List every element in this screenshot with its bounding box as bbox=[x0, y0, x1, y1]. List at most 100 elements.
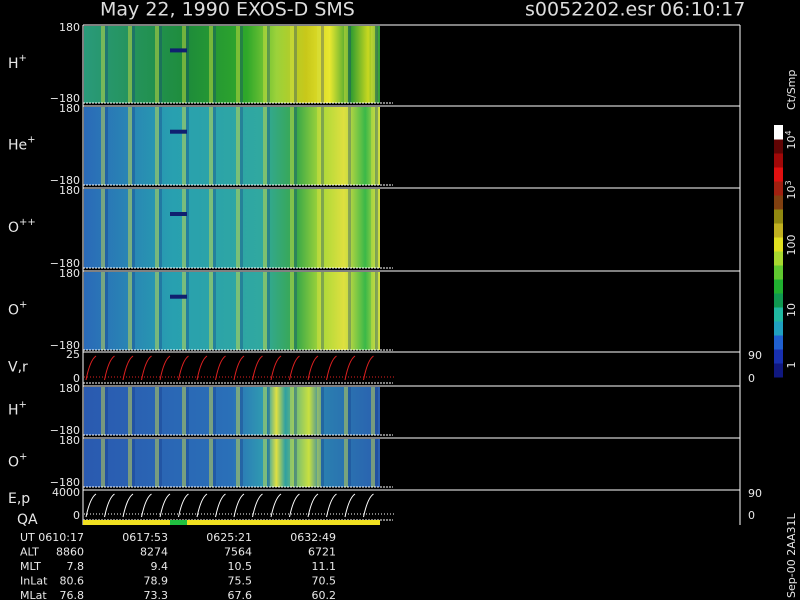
colorbar-label-base: 10 bbox=[785, 186, 798, 200]
footer-value: 70.5 bbox=[312, 575, 337, 588]
panels: 180−180H+180−180He+180−180O++180−180O+25… bbox=[8, 21, 762, 525]
spectrogram-texture bbox=[84, 26, 380, 103]
right-bottom-label: 0 bbox=[748, 372, 755, 385]
footer-value: 7.8 bbox=[67, 560, 85, 573]
colorbar-cell bbox=[774, 293, 783, 308]
axis-top-label: 4000 bbox=[52, 486, 80, 499]
axis-top-label: 180 bbox=[59, 267, 80, 280]
axis-bottom-label: −180 bbox=[50, 424, 80, 437]
right-bottom-label: 0 bbox=[748, 509, 755, 522]
colorbar-cell bbox=[774, 363, 783, 378]
panel-label-base: E,p bbox=[8, 491, 30, 507]
colorbar-cell bbox=[774, 349, 783, 364]
gap bbox=[170, 294, 187, 299]
title: May 22, 1990 EXOS-D SMS bbox=[100, 0, 355, 21]
colorbar-cell bbox=[774, 307, 783, 322]
axis-top-label: 180 bbox=[59, 382, 80, 395]
axis-bottom-label: −180 bbox=[50, 174, 80, 187]
axis-bottom-label: −180 bbox=[50, 257, 80, 270]
footer-value: 8860 bbox=[56, 546, 84, 559]
trace bbox=[85, 493, 374, 518]
panel-label-base: O bbox=[8, 455, 19, 471]
axis-top-label: 180 bbox=[59, 102, 80, 115]
panel-label: H+ bbox=[8, 53, 27, 72]
footer-value: 0632:49 bbox=[290, 531, 336, 544]
colorbar-cell bbox=[774, 223, 783, 238]
colorbar-cell bbox=[774, 209, 783, 224]
colorbar-label: 104 bbox=[784, 130, 799, 149]
footer-value: 60.2 bbox=[312, 589, 337, 600]
colorbar-cell bbox=[774, 125, 783, 140]
spectrogram-texture bbox=[84, 107, 380, 185]
footer-label: UT bbox=[20, 531, 35, 544]
colorbar-cell bbox=[774, 195, 783, 210]
footer-label: MLat bbox=[20, 589, 47, 600]
axis-top-label: 180 bbox=[59, 184, 80, 197]
colorbar-label: 100 bbox=[785, 235, 798, 256]
colorbar-label-exp: 4 bbox=[784, 130, 793, 135]
qa-bar bbox=[83, 520, 380, 525]
axis-bottom-label: 0 bbox=[73, 372, 80, 385]
colorbar-cell bbox=[774, 251, 783, 266]
footer-value: 0617:53 bbox=[122, 531, 168, 544]
colorbar-label-base: 10 bbox=[785, 303, 798, 317]
colorbar-label-base: 1 bbox=[785, 362, 798, 369]
footer-value: 67.6 bbox=[228, 589, 253, 600]
time: 06:10:17 bbox=[660, 0, 745, 21]
qa-bar-flag bbox=[170, 520, 187, 525]
colorbar-cell bbox=[774, 265, 783, 280]
colorbar-cell bbox=[774, 237, 783, 252]
footer-value: 11.1 bbox=[312, 560, 337, 573]
colorbar-cell bbox=[774, 279, 783, 294]
panel-label-sup: + bbox=[19, 300, 27, 311]
panel-label-base: O bbox=[8, 220, 19, 236]
colorbar-label: 103 bbox=[784, 180, 799, 199]
colorbar-label-base: 10 bbox=[785, 136, 798, 150]
gap bbox=[170, 212, 187, 216]
colorbar-cell bbox=[774, 181, 783, 196]
qa-label: QA bbox=[17, 512, 38, 528]
panel-label: O+ bbox=[8, 452, 27, 471]
footer-value: 6721 bbox=[308, 546, 336, 559]
colorbar-unit: Ct/Smp bbox=[785, 70, 798, 110]
axis-bottom-label: −180 bbox=[50, 92, 80, 105]
panel-label-sup: + bbox=[19, 53, 27, 64]
panel-label-sup: + bbox=[27, 135, 35, 146]
spectrogram-texture bbox=[84, 272, 380, 350]
footer-value: 80.6 bbox=[60, 575, 85, 588]
colorbar-label: 1 bbox=[785, 362, 798, 369]
footer-value: 75.5 bbox=[228, 575, 253, 588]
panel-label: O++ bbox=[8, 217, 36, 236]
spectrogram-texture bbox=[84, 189, 380, 268]
footer-value: 78.9 bbox=[144, 575, 169, 588]
panel-label: E,p bbox=[8, 491, 30, 507]
right-top-label: 90 bbox=[748, 487, 762, 500]
axis-bottom-label: 0 bbox=[73, 509, 80, 522]
panel-label-base: He bbox=[8, 138, 27, 154]
colorbar-cell bbox=[774, 153, 783, 168]
axis-top-label: 180 bbox=[59, 434, 80, 447]
panel-label: He+ bbox=[8, 135, 36, 154]
panel-label: V,r bbox=[8, 360, 28, 376]
colorbar-cell bbox=[774, 167, 783, 182]
spectrogram-texture bbox=[84, 387, 380, 435]
footer-value: 76.8 bbox=[60, 589, 85, 600]
colorbar-label-exp: 3 bbox=[784, 180, 793, 185]
footer-value: 8274 bbox=[140, 546, 168, 559]
colorbar-label: 10 bbox=[785, 303, 798, 317]
footer-value: 10.5 bbox=[228, 560, 253, 573]
axis-bottom-label: −180 bbox=[50, 339, 80, 352]
footer-value: 9.4 bbox=[151, 560, 169, 573]
file-name: s0052202.esr bbox=[525, 0, 655, 21]
colorbar-cell bbox=[774, 321, 783, 336]
panel-label-sup: + bbox=[19, 452, 27, 463]
footer-label: ALT bbox=[20, 546, 39, 559]
axis-top-label: 25 bbox=[66, 348, 80, 361]
panel-label-sup: + bbox=[19, 400, 27, 411]
trace bbox=[85, 355, 374, 381]
gap bbox=[170, 48, 187, 53]
panel-label-base: H bbox=[8, 56, 19, 72]
footer-value: 7564 bbox=[224, 546, 252, 559]
spectrogram-texture bbox=[84, 439, 380, 487]
panel-label-base: H bbox=[8, 403, 19, 419]
